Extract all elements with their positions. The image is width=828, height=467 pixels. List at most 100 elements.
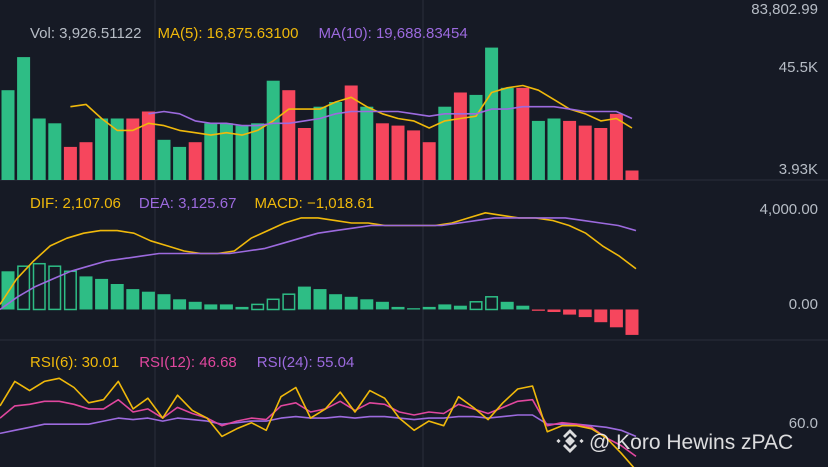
volume-bar: [157, 139, 171, 180]
macd-histogram-bar: [251, 303, 265, 311]
volume-bar: [251, 123, 265, 180]
macd-histogram-bar: [500, 301, 514, 310]
volume-bar: [110, 118, 124, 180]
macd-histogram-bar: [594, 309, 608, 323]
rsi12-line: [0, 398, 637, 457]
volume-bar: [63, 146, 77, 180]
legend-rsi24: RSI(24): 55.04: [257, 354, 355, 371]
macd-histogram-bar: [1, 271, 15, 310]
watermark-text: @ Koro Hewins zPAC: [589, 431, 793, 454]
macd-histogram-bar: [63, 270, 77, 311]
macd-histogram-bar: [204, 304, 218, 310]
macd-histogram-bar: [329, 294, 343, 310]
ma5-line: [70, 84, 633, 136]
volume-bar: [173, 146, 187, 180]
volume-bar: [485, 47, 499, 180]
macd-histogram-bar: [95, 278, 109, 310]
volume-bar: [375, 123, 389, 180]
volume-bar: [1, 90, 15, 180]
macd-histogram-bar: [48, 265, 62, 311]
macd-histogram-bar: [375, 301, 389, 310]
ma10-line: [148, 105, 633, 127]
volume-bar: [329, 102, 343, 180]
macd-histogram: [1, 262, 639, 335]
volume-bar: [282, 90, 296, 180]
volume-bar: [235, 125, 249, 180]
macd-histogram-bar: [438, 304, 452, 310]
volume-bar: [391, 125, 405, 180]
macd-histogram-bar: [516, 305, 530, 310]
macd-y-tick-zero: 0.00: [789, 296, 818, 313]
volume-legend: Vol: 3,926.51122 MA(5): 16,875.63100 MA(10…: [30, 25, 468, 42]
macd-histogram-bar: [173, 299, 187, 310]
volume-y-tick-high: 45.5K: [779, 59, 818, 76]
legend-dea: DEA: 3,125.67: [139, 195, 237, 212]
rsi-lines: [0, 377, 637, 467]
macd-histogram-bar: [313, 289, 327, 310]
volume-bar: [594, 128, 608, 180]
macd-histogram-bar: [297, 286, 311, 310]
volume-bar: [266, 80, 280, 180]
volume-y-tick-low: 3.93K: [779, 161, 818, 178]
legend-rsi6: RSI(6): 30.01: [30, 354, 119, 371]
macd-histogram-bar: [188, 301, 202, 310]
volume-bar: [17, 57, 31, 180]
macd-histogram-bar: [110, 284, 124, 310]
macd-histogram-bar: [141, 291, 155, 310]
legend-vol-ma10: MA(10): 19,688.83454: [318, 25, 467, 42]
volume-bar: [360, 106, 374, 180]
rsi24-line: [0, 414, 637, 438]
macd-histogram-bar: [407, 308, 421, 310]
volume-bar: [438, 106, 452, 180]
volume-bar: [422, 142, 436, 180]
rsi6-line: [0, 377, 635, 467]
macd-histogram-bar: [32, 262, 46, 311]
dea-line: [0, 217, 637, 311]
volume-bar: [500, 87, 514, 180]
volume-ma-lines: [70, 84, 633, 136]
macd-histogram-bar: [531, 309, 545, 311]
volume-bars: [1, 47, 639, 180]
legend-rsi12: RSI(12): 46.68: [139, 354, 237, 371]
rsi-y-tick: 60.0: [789, 415, 818, 432]
top-price-label: 83,802.99: [751, 1, 818, 18]
volume-bar: [609, 113, 623, 180]
volume-bar: [516, 87, 530, 180]
volume-bar: [32, 118, 46, 180]
volume-bar: [79, 142, 93, 180]
rsi-legend: RSI(6): 30.01 RSI(12): 46.68 RSI(24): 55.0…: [30, 354, 354, 371]
binance-logo-icon: [556, 429, 584, 453]
volume-bar: [547, 118, 561, 180]
macd-histogram-bar: [17, 265, 31, 311]
volume-bar: [578, 125, 592, 180]
macd-histogram-bar: [282, 293, 296, 311]
macd-histogram-bar: [422, 306, 436, 310]
macd-histogram-bar: [547, 309, 561, 312]
macd-histogram-bar: [578, 309, 592, 318]
macd-histogram-bar: [609, 309, 623, 328]
macd-histogram-bar: [157, 294, 171, 310]
macd-histogram-bar: [235, 306, 249, 310]
macd-histogram-bar: [485, 296, 499, 311]
macd-histogram-bar: [453, 305, 467, 310]
volume-bar: [313, 106, 327, 180]
macd-histogram-bar: [266, 298, 280, 311]
legend-dif: DIF: 2,107.06: [30, 195, 121, 212]
legend-macd: MACD: −1,018.61: [254, 195, 374, 212]
macd-lines: [0, 212, 637, 311]
macd-histogram-bar: [360, 299, 374, 310]
volume-bar: [531, 120, 545, 180]
macd-histogram-bar: [391, 306, 405, 310]
macd-legend: DIF: 2,107.06 DEA: 3,125.67 MACD: −1,018.6…: [30, 195, 374, 212]
macd-histogram-bar: [344, 296, 358, 310]
macd-histogram-bar: [469, 301, 483, 311]
volume-bar: [204, 123, 218, 180]
macd-y-tick-high: 4,000.00: [760, 201, 818, 218]
volume-bar: [126, 118, 140, 180]
legend-vol: Vol: 3,926.51122: [30, 25, 142, 42]
volume-bar: [48, 123, 62, 180]
volume-bar: [469, 94, 483, 180]
